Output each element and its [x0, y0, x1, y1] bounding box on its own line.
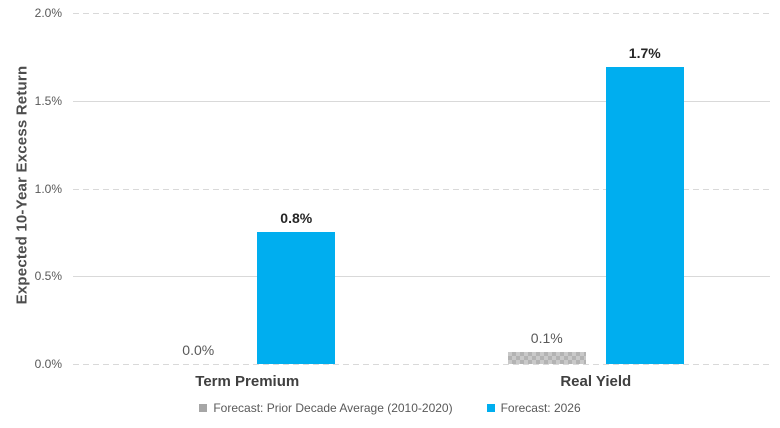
legend: Forecast: Prior Decade Average (2010-202… [0, 401, 780, 415]
legend-swatch-icon [486, 404, 495, 412]
gridline [73, 13, 770, 14]
y-tick-label: 1.0% [34, 181, 62, 196]
legend-item: Forecast: Prior Decade Average (2010-202… [199, 401, 453, 415]
gridline [73, 276, 770, 278]
gridline [73, 188, 770, 190]
legend-swatch-icon [199, 404, 208, 412]
y-tick-label: 1.5% [34, 93, 62, 108]
legend-label: Forecast: Prior Decade Average (2010-202… [213, 401, 453, 415]
legend-label: Forecast: 2026 [500, 401, 581, 415]
bar [257, 232, 336, 364]
y-tick-label: 0.0% [34, 357, 62, 371]
bar [605, 67, 684, 364]
plot-area: 0.0% 0.8% 0.1% 1.7% [73, 13, 770, 365]
bar-value-label: 0.8% [280, 210, 313, 227]
gridline [73, 364, 770, 365]
bar-value-label: 1.7% [628, 45, 661, 62]
bar-value-label: 0.1% [530, 329, 563, 346]
y-tick-label: 2.0% [34, 6, 62, 20]
bar-value-label: 0.0% [182, 342, 215, 358]
bar [507, 351, 586, 364]
gridline [73, 100, 770, 102]
category-label: Term Premium [195, 373, 300, 390]
y-tick-label: 0.5% [34, 269, 62, 284]
legend-item: Forecast: 2026 [486, 401, 581, 415]
category-label: Real Yield [560, 373, 632, 390]
